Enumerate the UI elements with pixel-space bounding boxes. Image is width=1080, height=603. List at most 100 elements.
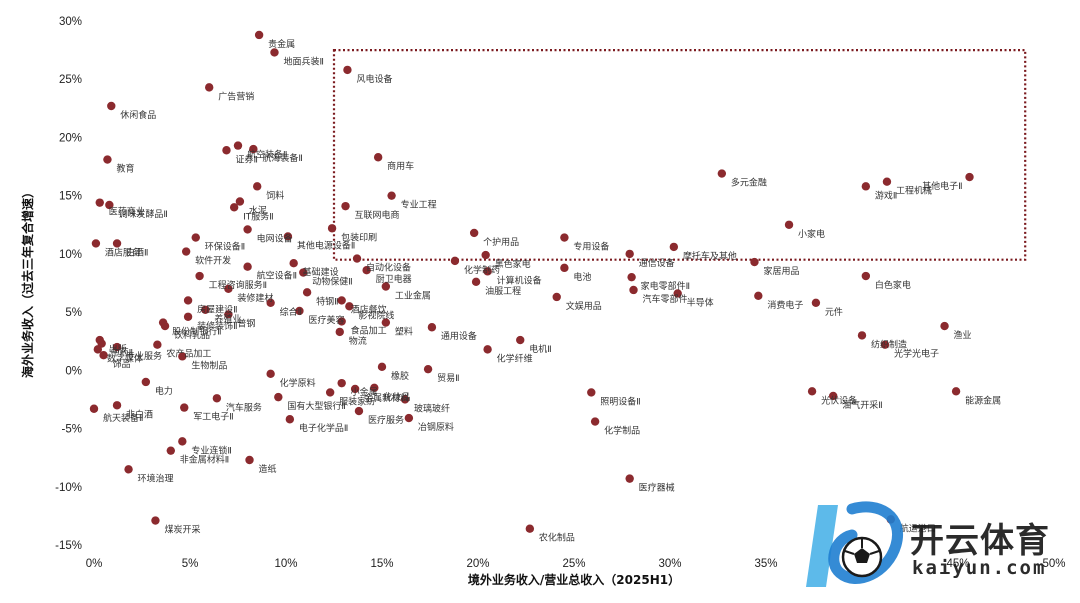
scatter-point <box>750 257 759 267</box>
scatter-point <box>625 249 634 259</box>
scatter-point <box>105 200 114 210</box>
scatter-point <box>377 362 387 372</box>
point-label: 化学制品 <box>604 425 640 437</box>
point-label: 白酒Ⅱ <box>126 246 148 258</box>
watermark-site: kaiyun.com <box>912 557 1047 579</box>
point-label: 其他电子Ⅱ <box>922 180 962 192</box>
scatter-point <box>295 306 304 316</box>
point-label: 航空装备Ⅱ <box>247 149 287 161</box>
scatter-point <box>183 312 193 321</box>
y-tick-label: 0% <box>65 365 82 377</box>
point-label: 酒店服务 <box>105 246 141 258</box>
scatter-point <box>857 331 867 340</box>
scatter-point <box>373 153 383 162</box>
y-tick-label: 30% <box>59 16 82 28</box>
scatter-point <box>381 318 391 327</box>
scatter-point <box>266 298 275 307</box>
point-label: 动物保健Ⅱ <box>312 276 352 288</box>
scatter-point <box>191 233 200 242</box>
scatter-point <box>362 265 371 275</box>
scatter-point <box>151 516 160 525</box>
point-label: 饲料 <box>266 189 284 201</box>
watermark-brand: 开云体育 <box>910 521 1050 561</box>
y-tick-label: 15% <box>59 191 82 203</box>
scatter-point <box>166 446 175 455</box>
scatter-point <box>245 455 254 465</box>
scatter-point <box>354 406 364 416</box>
x-tick-label: 20% <box>466 558 489 570</box>
y-tick-label: 10% <box>59 249 82 261</box>
point-label: 调味发酵品Ⅱ <box>118 208 167 220</box>
scatter-point <box>469 228 479 238</box>
scatter-point <box>183 296 193 305</box>
point-label: 股份制银行Ⅱ <box>172 326 221 338</box>
point-label: 电子化学品Ⅱ <box>299 422 348 434</box>
x-tick-label: 50% <box>1042 558 1065 570</box>
point-label: 其他电源设备Ⅱ <box>297 239 355 251</box>
y-tick-label: 25% <box>59 74 82 86</box>
scatter-point <box>345 302 354 311</box>
y-tick-label: 20% <box>59 132 82 144</box>
point-label: 厨卫电器 <box>376 273 412 285</box>
highlight-box-layer <box>332 49 1027 261</box>
scatter-point <box>178 437 187 446</box>
point-label: 小家电 <box>798 228 825 240</box>
point-label: 特钢Ⅱ <box>316 295 338 307</box>
point-label: 专用设备 <box>573 241 609 253</box>
point-label: 贵金属 <box>268 38 295 50</box>
point-label: 家电零部件Ⅱ <box>641 280 690 292</box>
point-label: 通用设备 <box>441 330 477 342</box>
scatter-point <box>673 289 682 298</box>
scatter-point <box>99 350 108 360</box>
scatter-point <box>951 387 961 396</box>
scatter-point <box>754 291 763 301</box>
scatter-point <box>337 296 346 305</box>
scatter-point <box>91 239 101 248</box>
scatter-point <box>940 321 949 331</box>
scatter-point <box>387 191 396 200</box>
point-label: 消费电子 <box>767 299 803 311</box>
point-label: 化妆品 <box>383 391 410 403</box>
point-label: 航运港口 <box>900 522 936 534</box>
point-label: 冶钢原料 <box>418 421 454 433</box>
point-label: 医疗服务 <box>368 414 404 426</box>
point-label: 广告营销 <box>218 90 254 102</box>
point-label: 医药商业 <box>109 206 145 218</box>
scatter-point <box>352 254 362 263</box>
scatter-point <box>669 242 679 252</box>
point-label: 造纸 <box>259 463 277 475</box>
x-tick-label: 30% <box>658 558 681 570</box>
scatter-point <box>195 271 204 281</box>
scatter-point <box>404 413 414 423</box>
x-tick-label: 0% <box>86 558 103 570</box>
scatter-point <box>471 277 481 287</box>
scatter-point <box>560 233 569 242</box>
scatter-point <box>784 220 794 229</box>
point-label: 环境治理 <box>138 472 174 484</box>
point-label: 纺织制造 <box>871 338 907 350</box>
point-label: 房屋建设Ⅱ <box>197 303 237 315</box>
y-tick-label: -15% <box>55 540 82 552</box>
scatter-point <box>629 285 638 295</box>
point-label: 航天装备Ⅱ <box>103 412 143 424</box>
scatter-point <box>560 263 569 273</box>
point-label: 工程机械 <box>896 185 932 197</box>
point-label: 化学制药 <box>464 264 500 276</box>
point-label: 化学原料 <box>280 377 316 389</box>
point-label: 酒店餐饮 <box>351 303 387 315</box>
point-label: 食品加工 <box>351 324 387 336</box>
x-axis-title: 境外业务收入/营业总收入（2025H1） <box>468 572 680 587</box>
scatter-point <box>627 272 636 282</box>
point-label: 综合Ⅱ <box>280 306 302 318</box>
scatter-point <box>882 177 892 186</box>
scatter-point <box>235 197 245 206</box>
data-points <box>89 30 974 533</box>
x-tick-label: 10% <box>274 558 297 570</box>
point-label: 金属新材料 <box>364 392 409 404</box>
scatter-point <box>483 345 492 354</box>
point-label: 教育 <box>116 163 134 175</box>
point-label: 非白酒 <box>126 408 153 420</box>
point-label: 个护用品 <box>483 236 519 248</box>
scatter-point <box>112 342 122 352</box>
